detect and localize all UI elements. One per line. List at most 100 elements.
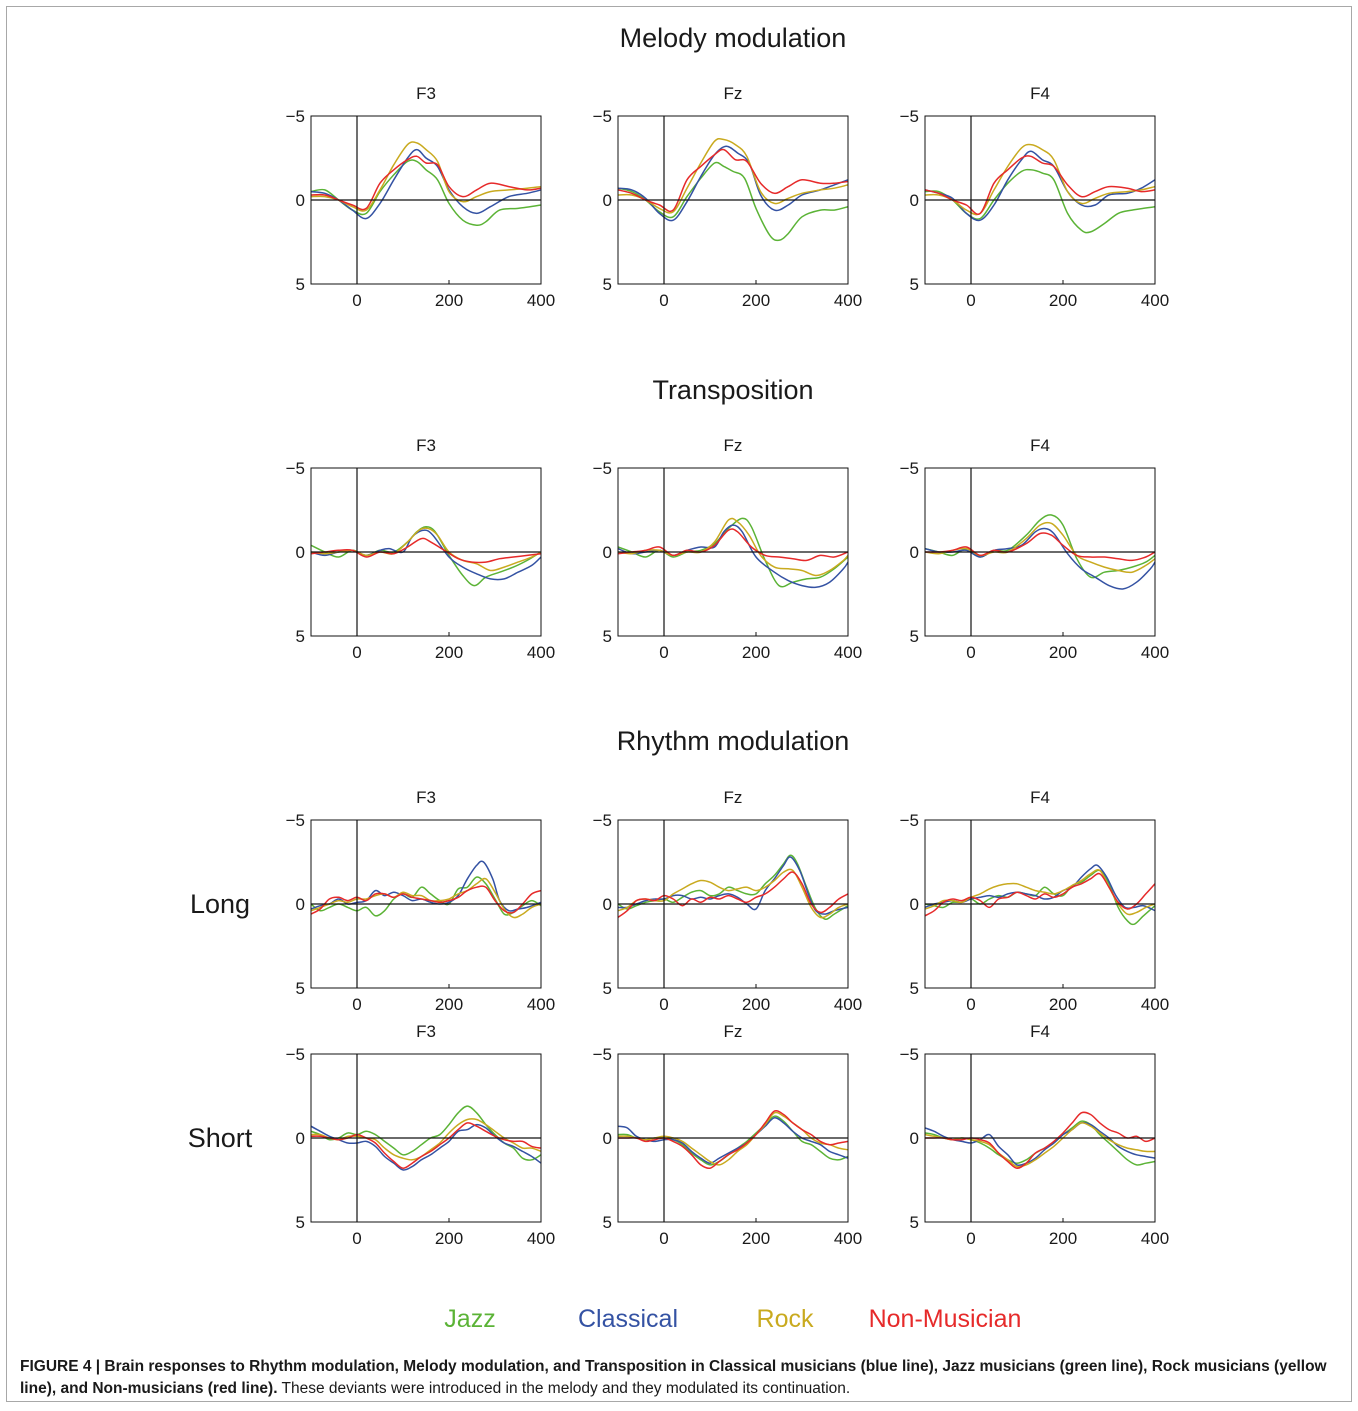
y-tick-label: 0 [910, 191, 919, 210]
series-group [925, 1111, 1155, 1169]
caption-rest: These deviants were introduced in the me… [277, 1380, 851, 1397]
y-tick-label: −5 [900, 107, 919, 126]
x-tick-label: 0 [659, 643, 668, 662]
series-line-jazz [311, 159, 541, 226]
series-line-classical [618, 1117, 848, 1164]
y-tick-label: −5 [593, 459, 612, 478]
x-tick-label: 0 [352, 1229, 361, 1248]
panel-title: F3 [416, 84, 436, 103]
y-tick-label: 5 [296, 275, 305, 294]
y-tick-label: 0 [603, 895, 612, 914]
x-tick-label: 400 [834, 995, 862, 1014]
series-line-non-musician [618, 528, 848, 562]
y-tick-label: −5 [900, 1045, 919, 1064]
panel-f4: F4 −5 0 5 0 200 400 [900, 1022, 1170, 1248]
series-line-non-musician [925, 1111, 1155, 1169]
x-tick-label: 0 [966, 1229, 975, 1248]
series-line-jazz [925, 1120, 1155, 1166]
x-tick-label: 0 [966, 291, 975, 310]
caption-bold: FIGURE 4 | Brain responses to Rhythm mod… [20, 1358, 1327, 1397]
series-line-classical [311, 148, 541, 220]
x-tick-label: 200 [1049, 1229, 1077, 1248]
series-line-jazz [311, 526, 541, 587]
series-line-classical [925, 527, 1155, 590]
x-tick-label: 400 [527, 643, 555, 662]
y-tick-label: 0 [910, 1129, 919, 1148]
y-tick-label: 5 [910, 627, 919, 646]
series-line-classical [618, 145, 848, 222]
y-tick-label: −5 [286, 107, 305, 126]
panel-fz: Fz −5 0 5 0 200 400 [593, 436, 863, 662]
y-tick-label: 5 [910, 979, 919, 998]
series-line-rock [925, 869, 1155, 916]
series-line-classical [311, 1123, 541, 1171]
series-line-rock [618, 517, 848, 577]
panel-fz: Fz −5 0 5 0 200 400 [593, 788, 863, 1014]
panel-title: F3 [416, 1022, 436, 1041]
series-line-rock [311, 877, 541, 919]
y-tick-label: 5 [603, 627, 612, 646]
series-group [925, 864, 1155, 926]
series-group [925, 514, 1155, 590]
panel-f3: F3 −5 0 5 0 200 400 [286, 788, 556, 1014]
x-tick-label: 400 [1141, 1229, 1169, 1248]
x-tick-label: 200 [435, 643, 463, 662]
panel-title: F3 [416, 788, 436, 807]
panel-title: Fz [724, 1022, 743, 1041]
panel-title: Fz [724, 84, 743, 103]
series-line-non-musician [311, 155, 541, 211]
series-line-classical [925, 1121, 1155, 1167]
x-tick-label: 0 [352, 995, 361, 1014]
x-tick-label: 200 [742, 291, 770, 310]
y-tick-label: 5 [603, 1213, 612, 1232]
x-tick-label: 200 [1049, 643, 1077, 662]
y-tick-label: 5 [296, 1213, 305, 1232]
x-tick-label: 400 [834, 643, 862, 662]
series-line-rock [618, 868, 848, 919]
y-tick-label: −5 [286, 1045, 305, 1064]
x-tick-label: 200 [435, 1229, 463, 1248]
panel-title: F4 [1030, 788, 1050, 807]
series-line-classical [925, 150, 1155, 222]
y-tick-label: 0 [296, 191, 305, 210]
x-tick-label: 200 [742, 643, 770, 662]
panel-f4: F4 −5 0 5 0 200 400 [900, 84, 1170, 310]
y-tick-label: 0 [296, 895, 305, 914]
series-line-rock [618, 137, 848, 214]
y-tick-label: 5 [296, 627, 305, 646]
panel-fz: Fz −5 0 5 0 200 400 [593, 1022, 863, 1248]
x-tick-label: 400 [834, 291, 862, 310]
panel-title: Fz [724, 436, 743, 455]
x-tick-label: 200 [742, 995, 770, 1014]
series-line-rock [925, 143, 1155, 216]
series-line-rock [311, 141, 541, 212]
x-tick-label: 0 [966, 995, 975, 1014]
y-tick-label: 5 [910, 1213, 919, 1232]
series-line-rock [618, 1111, 848, 1166]
x-tick-label: 0 [352, 291, 361, 310]
series-line-jazz [925, 168, 1155, 234]
x-tick-label: 0 [966, 643, 975, 662]
series-line-jazz [311, 1105, 541, 1161]
panel-f3: F3 −5 0 5 0 200 400 [286, 436, 556, 662]
figure-frame [6, 6, 1352, 1402]
row-label: Short [188, 1123, 253, 1153]
y-tick-label: −5 [286, 459, 305, 478]
series-line-non-musician [311, 537, 541, 564]
series-line-non-musician [618, 871, 848, 919]
x-tick-label: 200 [435, 291, 463, 310]
series-line-non-musician [925, 155, 1155, 215]
series-group [618, 517, 848, 589]
series-line-classical [311, 529, 541, 581]
section-title: Melody modulation [620, 23, 847, 53]
y-tick-label: −5 [286, 811, 305, 830]
series-line-rock [925, 1122, 1155, 1168]
series-line-non-musician [618, 1110, 848, 1170]
y-tick-label: 0 [603, 1129, 612, 1148]
x-tick-label: 200 [1049, 291, 1077, 310]
panel-title: Fz [724, 788, 743, 807]
panel-f4: F4 −5 0 5 0 200 400 [900, 788, 1170, 1014]
series-line-non-musician [311, 885, 541, 915]
series-group [311, 141, 541, 226]
